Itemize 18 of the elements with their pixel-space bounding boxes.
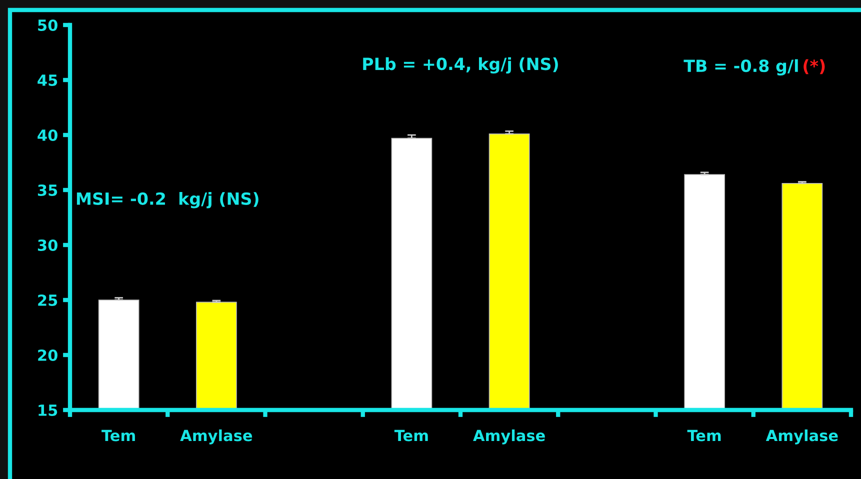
x-tick-label: Tem: [687, 430, 721, 442]
y-tick-label: 15: [38, 404, 58, 416]
y-tick-label: 35: [38, 184, 58, 196]
y-tick-label: 50: [38, 19, 58, 32]
y-tick-label: 40: [38, 129, 58, 142]
y-tick-label: 20: [38, 349, 58, 362]
x-tick-label: Amylase: [473, 429, 545, 444]
x-tick-label: Tem: [102, 430, 135, 442]
annotation: (*): [804, 59, 825, 74]
x-tick-label: Amylase: [180, 429, 252, 444]
annotation: MSI= -0.2 kg/j (NS): [76, 192, 258, 208]
y-tick-label: 45: [38, 74, 58, 86]
x-tick-label: Amylase: [766, 429, 838, 444]
annotation: PLb = +0.4, kg/j (NS): [363, 57, 558, 74]
annotation: TB = -0.8 g/l: [684, 59, 798, 76]
y-tick-label: 30: [38, 239, 58, 252]
y-tick-label: 25: [38, 294, 58, 306]
x-tick-label: Tem: [394, 430, 428, 442]
